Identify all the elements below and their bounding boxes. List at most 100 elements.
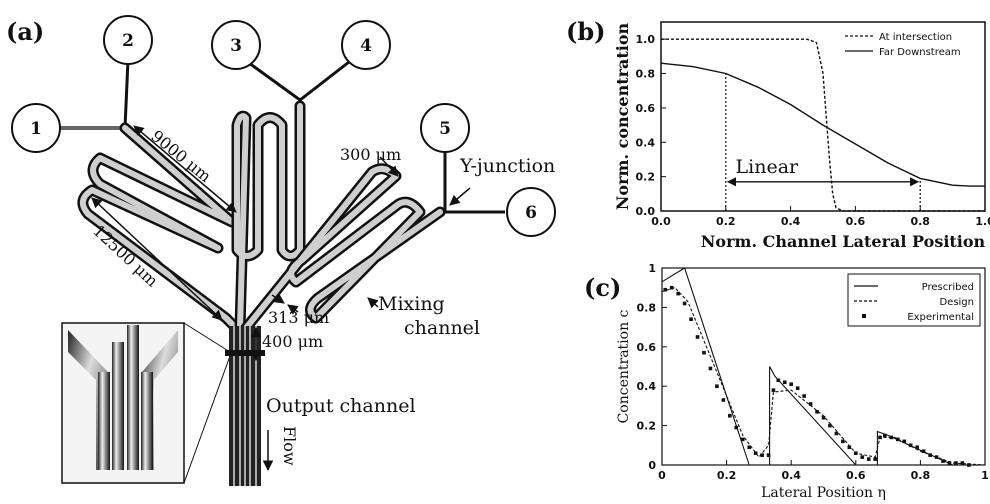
chart-b-xtick-label: 0.8 [910, 215, 930, 228]
chart-c-point [747, 445, 752, 450]
chart-c-ytick-label: 0.4 [637, 380, 657, 393]
chart-c-point [782, 380, 787, 385]
chart-c-point [760, 453, 764, 457]
chart-c-point [676, 291, 680, 296]
serpentine-center [231, 100, 306, 334]
chart-c-point [834, 431, 839, 436]
inlet-4: 4 [341, 20, 391, 70]
chart-b-ytick-label: 0.2 [636, 171, 656, 184]
chart-c-point [708, 366, 713, 371]
chart-b-series-0 [661, 38, 985, 212]
chart-c-point [828, 423, 832, 428]
chart-c-point [802, 394, 806, 398]
panel-c-label: (c) [584, 273, 621, 302]
chart-c-point [808, 402, 813, 406]
chart-c-point [753, 451, 758, 455]
chart-c-xtick-label: 0.4 [781, 469, 801, 482]
chart-c-point [789, 382, 793, 387]
svg-text:4: 4 [360, 36, 372, 56]
chart-c-point [795, 386, 800, 390]
chart-c-legend-box [847, 273, 981, 327]
chart-c-ytick-label: 0.8 [637, 301, 657, 314]
inlet-3: 3 [211, 20, 261, 70]
chart-b-linear-label: Linear [736, 156, 800, 178]
chart-c-point [921, 449, 926, 454]
panel-b: (b) 0.0 0.2 0.4 0.6 0.8 1.0 0.0 0.2 0.4 0.6 0.8 1.0… [566, 17, 990, 251]
chart-c-point [915, 445, 919, 450]
chart-c-point [740, 437, 745, 442]
chart-c-point [878, 435, 882, 440]
chart-c-xtick-label: 0.2 [717, 469, 737, 482]
chart-b-ytick-label: 0.0 [636, 205, 656, 218]
chart-c-point [847, 445, 852, 450]
chart-b: 0.0 0.2 0.4 0.6 0.8 1.0 0.0 0.2 0.4 0.6 0.8 1.0 Norm… [613, 21, 990, 251]
mixing-channel-label-1: Mixing [378, 293, 445, 315]
chart-c-point [934, 455, 939, 459]
svg-text:5: 5 [439, 119, 451, 139]
chart-c-legend-label: Design [939, 297, 974, 308]
panel-b-label: (b) [566, 17, 606, 46]
inlet-5: 5 [420, 103, 470, 153]
chart-c-xtick-label: 0.8 [911, 469, 931, 482]
chart-c-point [960, 461, 965, 465]
chart-b-ytick-label: 0.6 [636, 102, 656, 115]
inlet-2: 2 [103, 15, 153, 65]
chart-b-ylabel: Norm. concentration [613, 22, 632, 210]
chart-c-point [721, 398, 726, 402]
chart-c-point [873, 457, 877, 461]
chart-c-point [954, 461, 958, 465]
width-300-label: 300 μm [340, 145, 401, 164]
chart-b-xlabel: Norm. Channel Lateral Position [701, 232, 986, 251]
chart-c-point [947, 461, 952, 465]
chart-c-point [682, 301, 687, 306]
chart-c-point [928, 453, 932, 457]
chart-c-point [766, 453, 771, 457]
chart-c-point [715, 384, 719, 388]
chart-c-point [771, 388, 776, 392]
chart-c-point [883, 433, 887, 438]
width-313-label: 313 μm [268, 308, 329, 327]
chart-b-xtick-label: 1.0 [975, 215, 990, 228]
chart-c-ytick-label: 0.6 [637, 341, 657, 354]
chart-c-point [902, 439, 907, 444]
chart-c-xlabel: Lateral Position η [761, 485, 886, 501]
chart-c-point [663, 287, 668, 292]
chart-c-legend-label: Experimental [907, 312, 974, 323]
flow-label: Flow [280, 426, 299, 466]
svg-text:1: 1 [30, 119, 42, 139]
chart-b-xtick-label: 0.0 [651, 215, 671, 228]
chart-b-ytick-label: 1.0 [636, 33, 656, 46]
panel-a-label: (a) [6, 17, 44, 46]
chart-c-point [695, 335, 700, 339]
chart-b-series-1 [660, 62, 985, 187]
length-400-label: 400 μm [262, 332, 323, 351]
chart-c-ytick-label: 0 [648, 459, 656, 472]
chart-c-point [734, 425, 739, 430]
chart-c-point [776, 378, 781, 383]
chart-c: 0 0.2 0.4 0.6 0.8 1 0 0.2 0.4 0.6 0.8 1 Lateral Posi… [616, 262, 989, 501]
y-junction-label: Y-junction [459, 155, 555, 177]
chart-c-legend-label: Prescribed [922, 282, 974, 293]
chart-c-ytick-label: 1 [648, 262, 656, 275]
chart-c-point [866, 457, 871, 461]
chart-c-point [941, 459, 945, 463]
chart-c-point [669, 285, 674, 290]
output-channel-label: Output channel [266, 395, 416, 417]
chart-c-point [889, 435, 894, 440]
chart-b-ytick-label: 0.8 [636, 68, 656, 81]
chart-b-ytick-label: 0.4 [636, 136, 656, 149]
chart-c-xtick-label: 0.6 [846, 469, 866, 482]
chart-c-point [728, 413, 732, 418]
panel-c: (c) 0 0.2 0.4 0.6 0.8 1 0 0.2 0.4 0.6 0.8 1 Lateral … [584, 262, 989, 501]
chart-c-legend-swatch [862, 314, 866, 318]
annotations [91, 125, 471, 472]
chart-c-xtick-label: 0 [658, 469, 666, 482]
chart-b-legend-label: At intersection [879, 32, 952, 43]
inlet-6: 6 [506, 187, 556, 237]
svg-text:6: 6 [525, 203, 537, 223]
chart-c-point [689, 317, 693, 322]
chart-b-xtick-label: 0.6 [846, 215, 866, 228]
inlet-1: 1 [11, 103, 61, 153]
chart-c-ytick-label: 0.2 [637, 420, 657, 433]
